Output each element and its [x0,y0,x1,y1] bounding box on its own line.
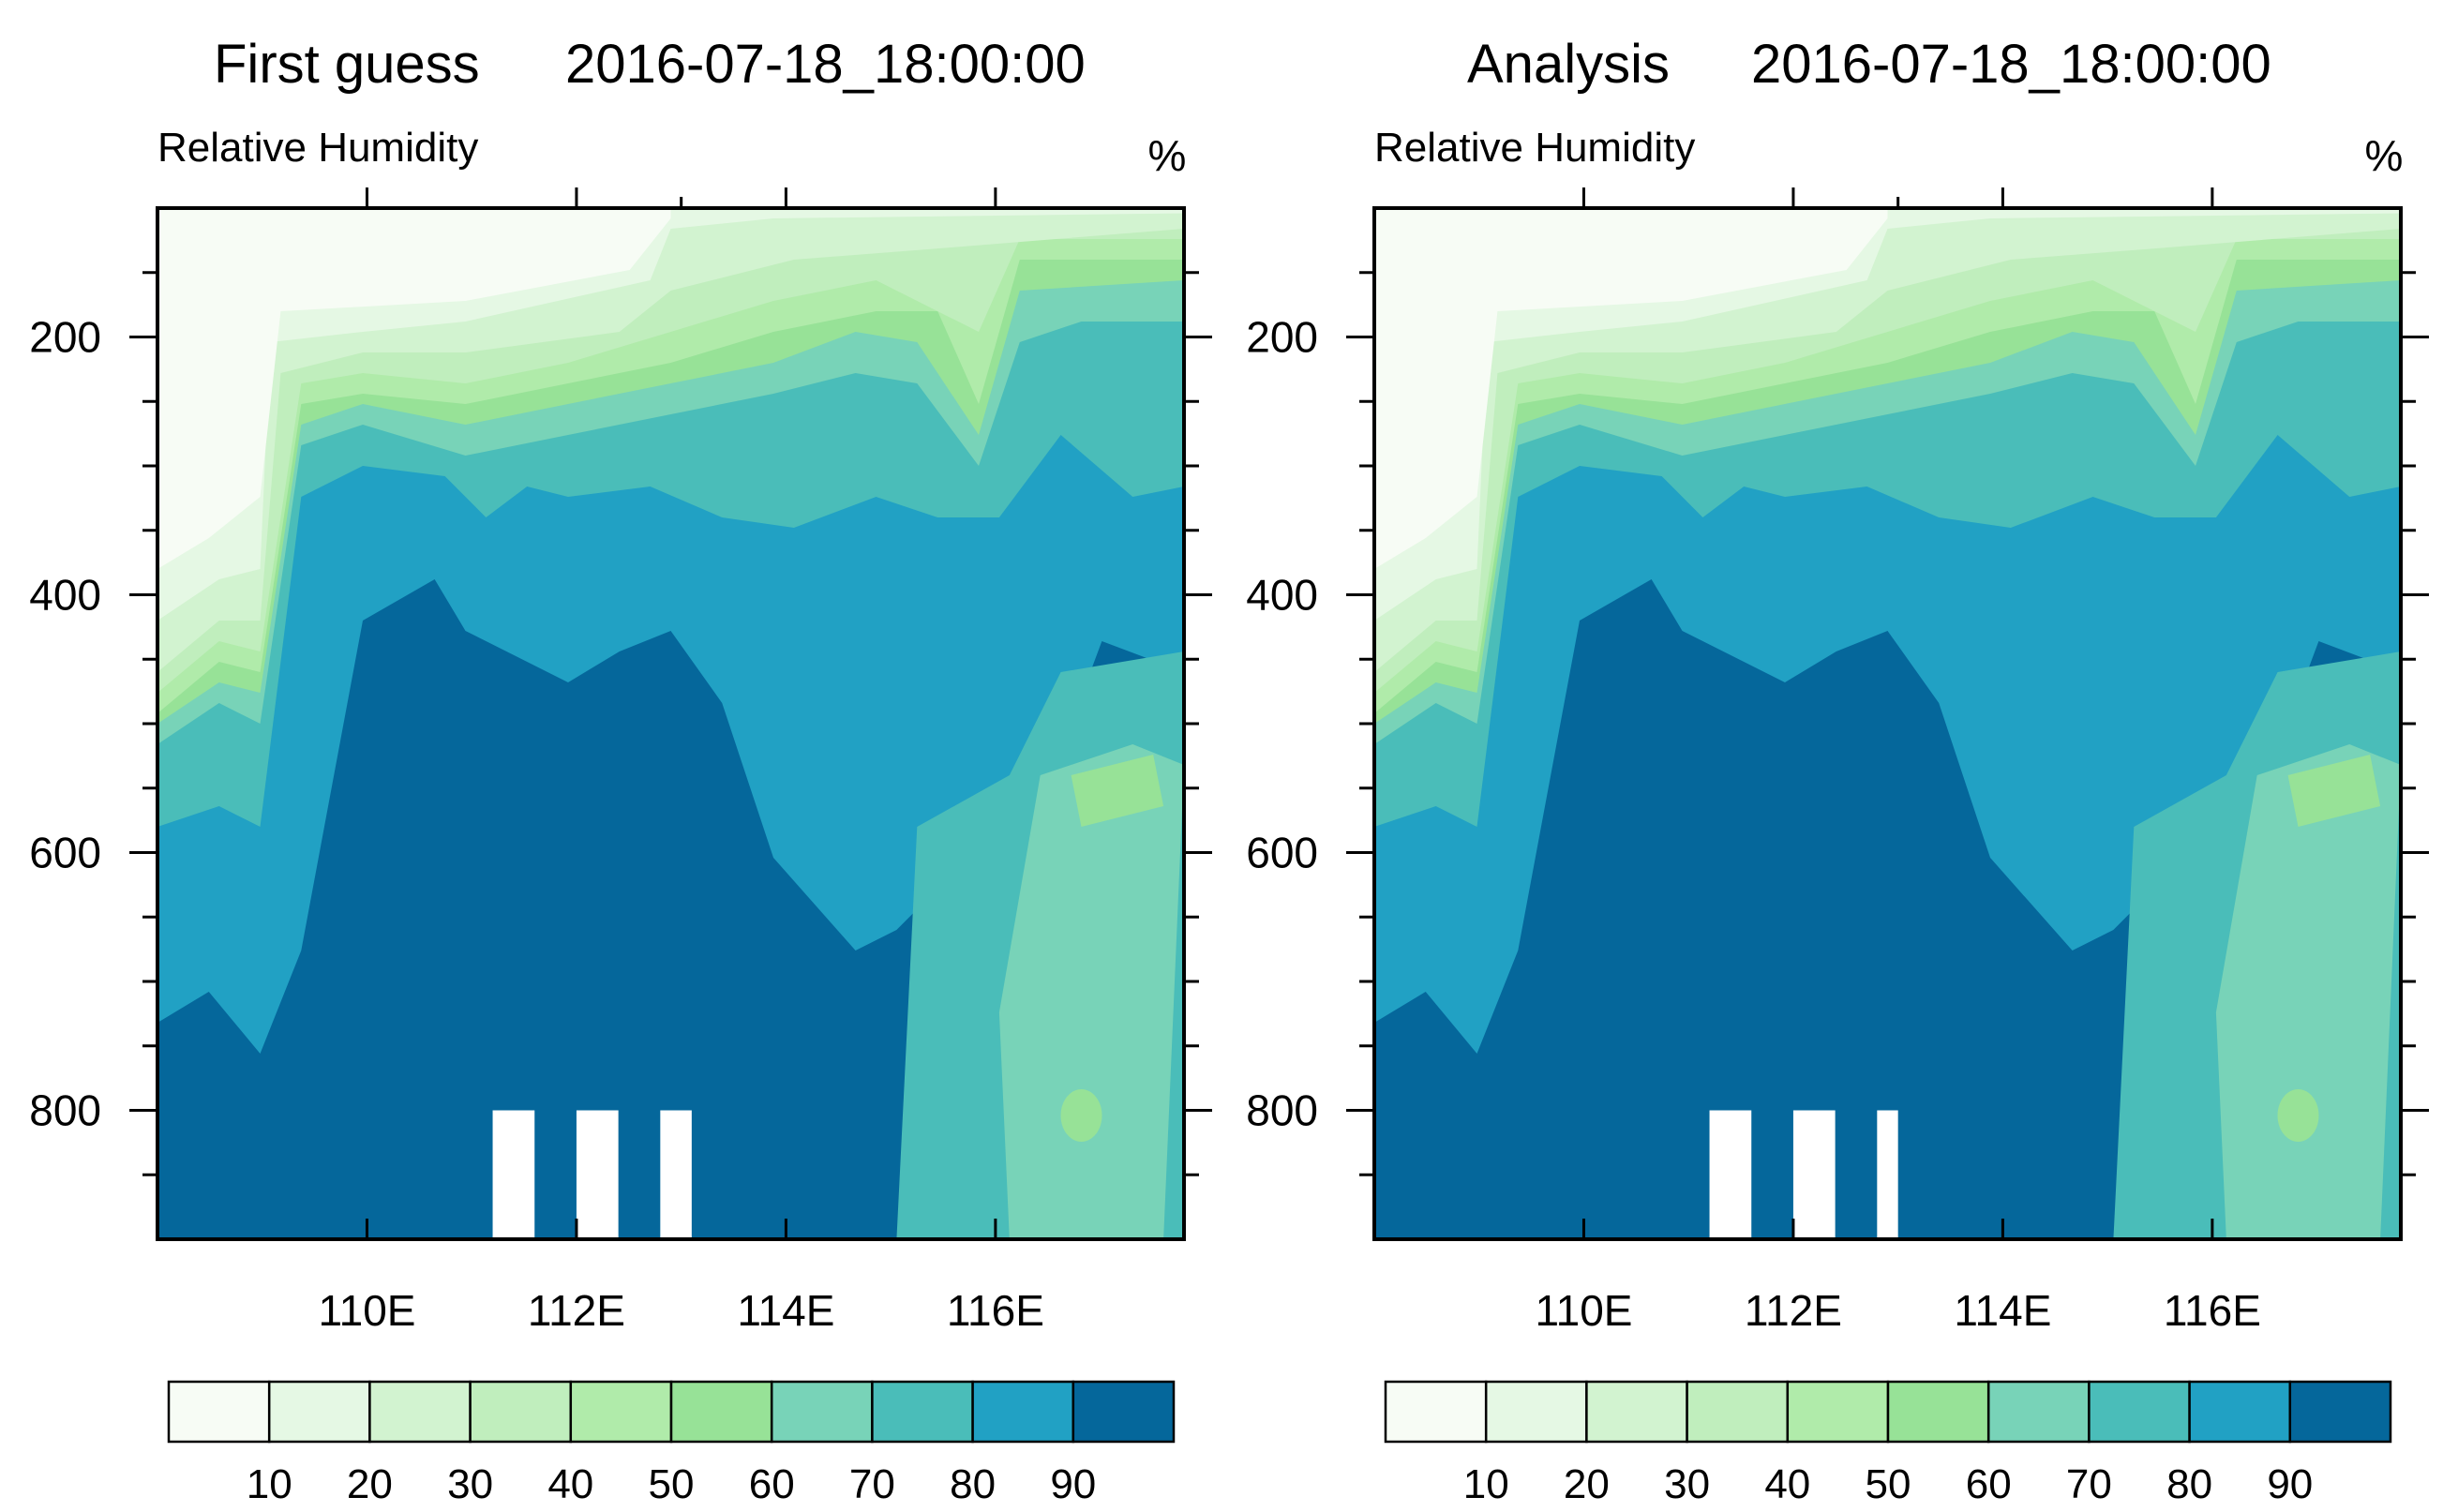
colorbar-label: 20 [1564,1461,1610,1507]
colorbar-label: 50 [649,1461,695,1507]
colorbar: 10 20 30 40 50 60 70 80 90 [167,1380,1176,1507]
colorbar-swatch [669,1380,773,1444]
colorbar-swatch [1786,1380,1890,1444]
colorbar-label: 40 [1764,1461,1810,1507]
panel-title: Analysis [1467,34,1670,95]
y-tick-label: 200 [29,313,101,362]
rh-band-50-blob [2277,1089,2319,1142]
y-tick-label: 600 [1246,829,1318,877]
x-tick-label: 110E [318,1286,415,1335]
y-tick-label: 400 [29,571,101,620]
rh-band-60-east [2215,744,2401,1239]
field-label: Relative Humidity [1374,125,1695,171]
rh-band-50-blob [1060,1089,1102,1142]
panel-first-guess: First guess 2016-07-18_18:00:00 Relative H… [29,34,1212,1507]
colorbar-label: 10 [1463,1461,1509,1507]
colorbar-label: 30 [1664,1461,1710,1507]
x-tick-label: 110E [1535,1286,1632,1335]
colorbar-swatch [1384,1380,1488,1444]
colorbar-swatch [871,1380,974,1444]
missing-data-column [1877,1110,1898,1239]
colorbar-label: 50 [1866,1461,1911,1507]
colorbar-swatch [971,1380,1075,1444]
y-tick-label: 200 [1246,313,1318,362]
colorbar-swatch [267,1380,371,1444]
panel-title: First guess [214,34,480,95]
colorbar-label: 80 [950,1461,996,1507]
panel-analysis: Analysis 2016-07-18_18:00:00 Relative Humi… [1246,34,2429,1507]
rh-band-10 [157,208,1184,621]
colorbar-label: 90 [1050,1461,1096,1507]
rh-band-50-east [2287,755,2381,827]
colorbar-swatch [1585,1380,1688,1444]
colorbar-swatch [1686,1380,1790,1444]
panel-date: 2016-07-18_18:00:00 [1751,34,2271,95]
colorbar-label: 80 [2166,1461,2212,1507]
colorbar-label: 10 [247,1461,292,1507]
colorbar-label: 60 [1966,1461,2012,1507]
colorbar-swatch [2288,1380,2392,1444]
rh-field [157,208,1184,1239]
colorbar-swatch [368,1380,472,1444]
colorbar-label: 60 [749,1461,795,1507]
colorbar-swatch [1072,1380,1176,1444]
y-tick-label: 600 [29,829,101,877]
colorbar-swatch [1986,1380,2091,1444]
field-label: Relative Humidity [157,125,478,171]
colorbar-swatch [2188,1380,2292,1444]
colorbar-label: 40 [547,1461,593,1507]
colorbar-label: 30 [447,1461,493,1507]
missing-data-column [492,1110,535,1239]
colorbar-label: 70 [849,1461,895,1507]
colorbar-swatch [469,1380,573,1444]
colorbar-label: 90 [2267,1461,2313,1507]
rh-band-10 [1374,208,2401,621]
colorbar-swatch [2088,1380,2191,1444]
x-tick-label: 112E [1745,1286,1842,1335]
missing-data-column [1709,1110,1752,1239]
x-tick-label: 114E [1954,1286,2051,1335]
x-tick-label: 112E [528,1286,625,1335]
panel-date: 2016-07-18_18:00:00 [565,34,1086,95]
x-tick-label: 116E [2164,1286,2261,1335]
colorbar-swatch [167,1380,271,1444]
rh-band-50-east [1071,755,1164,827]
missing-data-column [576,1110,619,1239]
rh-band-60-east [998,744,1184,1239]
colorbar-label: 70 [2066,1461,2112,1507]
colorbar-label: 20 [347,1461,393,1507]
y-tick-label: 800 [1246,1086,1318,1135]
colorbar-swatch [1886,1380,1990,1444]
colorbar-swatch [1484,1380,1588,1444]
x-tick-label: 114E [737,1286,834,1335]
x-tick-label: 116E [947,1286,1044,1335]
rh-field [1374,208,2401,1239]
colorbar-swatch [569,1380,673,1444]
units-label: % [2365,131,2404,180]
missing-data-column [1792,1110,1836,1239]
rh-band-0 [1374,208,1888,569]
colorbar-swatch [770,1380,874,1444]
y-tick-label: 800 [29,1086,101,1135]
y-tick-label: 400 [1246,571,1318,620]
missing-data-column [660,1110,692,1239]
units-label: % [1148,131,1187,180]
colorbar: 10 20 30 40 50 60 70 80 90 [1384,1380,2392,1507]
rh-band-0 [157,208,671,569]
